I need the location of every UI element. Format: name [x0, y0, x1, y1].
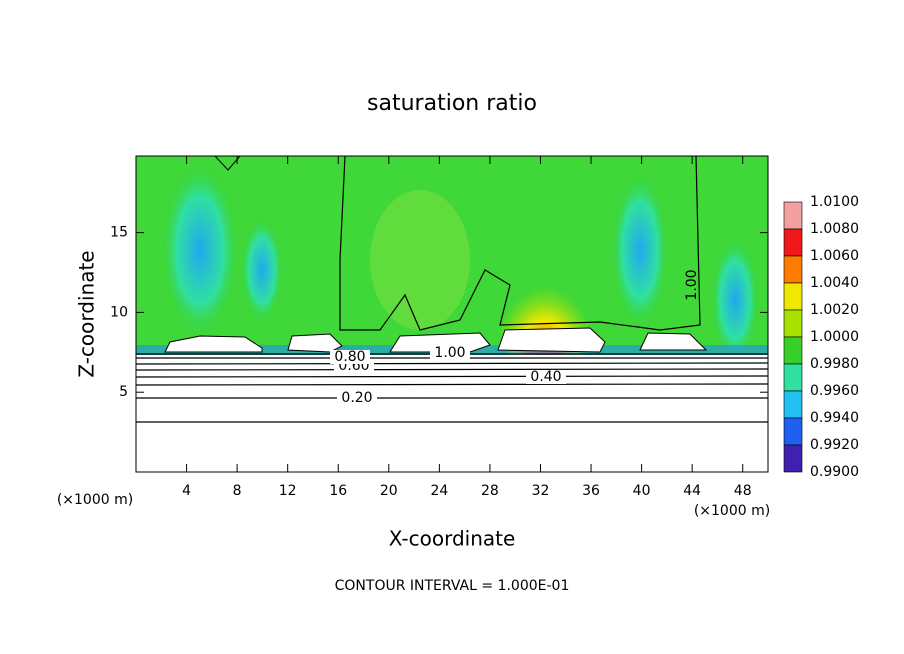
- footer: CONTOUR INTERVAL = 1.000E-01: [335, 578, 570, 594]
- colorbar-label: 1.0040: [810, 275, 859, 291]
- colorbar-label: 1.0060: [810, 248, 859, 264]
- colorbar-band: [783, 201, 803, 230]
- contour-label-bg: [330, 350, 370, 364]
- colorbar-label: 1.0000: [810, 329, 859, 345]
- y-tick-label: 10: [110, 304, 128, 320]
- colorbar-band: [783, 309, 803, 338]
- colorbar-label: 0.9940: [810, 410, 859, 426]
- colorbar-label: 1.0100: [810, 194, 859, 210]
- colorbar-band: [783, 417, 803, 446]
- x-tick-label: 4: [182, 483, 191, 499]
- contour-label: 1.00: [684, 269, 700, 300]
- x-tick-label: 20: [380, 483, 398, 499]
- x-axis-label: X-coordinate: [389, 527, 516, 551]
- x-tick-label: 48: [734, 483, 752, 499]
- y-tick-label: 15: [110, 225, 128, 241]
- y-axis-label: Z-coordinate: [75, 250, 99, 377]
- contour-label: 0.80: [334, 349, 365, 365]
- x-tick-label: 32: [532, 483, 550, 499]
- colorbar-label: 1.0020: [810, 302, 859, 318]
- x-tick-label: 24: [430, 483, 448, 499]
- colorbar-band: [783, 282, 803, 311]
- x-tick-label: 36: [582, 483, 600, 499]
- colorbar-band: [783, 363, 803, 392]
- plot-frame: [135, 155, 769, 473]
- colorbar-label: 0.9980: [810, 356, 859, 372]
- colorbar-label: 0.9920: [810, 437, 859, 453]
- colorbar-band: [783, 444, 803, 473]
- x-tick-label: 16: [329, 483, 347, 499]
- contour-label-bg: [337, 391, 377, 405]
- contour-label: 0.20: [341, 390, 372, 406]
- contour-label-bg: [430, 346, 470, 360]
- x-tick-label: 8: [233, 483, 242, 499]
- colorbar-band: [783, 228, 803, 257]
- colorbar-band: [783, 336, 803, 365]
- colorbar-band: [783, 390, 803, 419]
- colorbar-label: 0.9960: [810, 383, 859, 399]
- colorbar-label: 0.9900: [810, 464, 859, 480]
- y-tick-label: 5: [119, 384, 128, 400]
- colorbar-band: [783, 255, 803, 284]
- x-tick-label: 40: [633, 483, 651, 499]
- field: [136, 156, 768, 472]
- colorbar-label: 1.0080: [810, 221, 859, 237]
- x-tick-label: 28: [481, 483, 499, 499]
- x-tick-label: 12: [279, 483, 297, 499]
- contour-label: 1.00: [434, 345, 465, 361]
- x-tick-label: 44: [683, 483, 701, 499]
- x-unit: (×1000 m): [694, 503, 770, 519]
- chart-title: saturation ratio: [367, 91, 537, 116]
- x-unit: (×1000 m): [57, 492, 133, 508]
- contour-label-bg: [526, 370, 566, 384]
- contour-label: 0.40: [530, 369, 561, 385]
